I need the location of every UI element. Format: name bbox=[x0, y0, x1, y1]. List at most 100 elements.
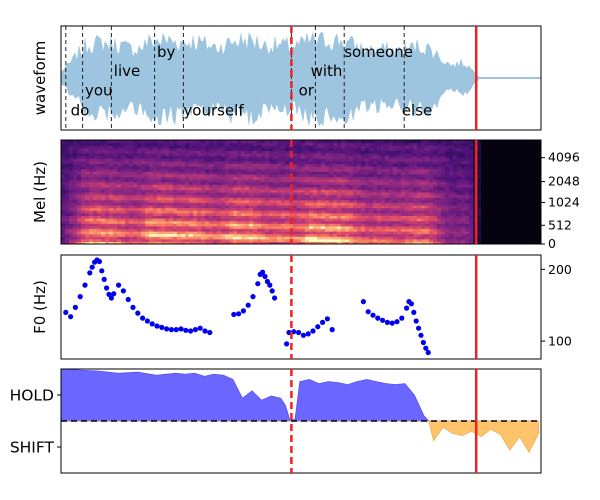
turn-ytick-label: SHIFT bbox=[10, 439, 55, 457]
f0-point bbox=[329, 327, 335, 333]
word-label: do bbox=[71, 101, 90, 119]
f0-point bbox=[202, 328, 208, 334]
mel-ytick-label: 4096 bbox=[548, 150, 580, 165]
f0-point bbox=[159, 324, 165, 330]
word-label: or bbox=[299, 82, 315, 100]
f0-point bbox=[125, 296, 131, 303]
word-label: else bbox=[402, 101, 432, 119]
word-label: yourself bbox=[183, 101, 244, 119]
f0-point bbox=[164, 326, 170, 332]
f0-point bbox=[418, 332, 424, 338]
mel-ytick-label: 0 bbox=[548, 236, 556, 251]
f0-point bbox=[315, 324, 321, 330]
f0-point bbox=[389, 320, 395, 326]
turn-panel: HOLD SHIFT bbox=[10, 368, 542, 474]
f0-scatter bbox=[63, 257, 431, 356]
f0-point bbox=[135, 310, 141, 316]
f0-point bbox=[104, 285, 110, 291]
event-markers bbox=[290, 26, 478, 473]
f0-point bbox=[269, 288, 275, 294]
f0-point bbox=[77, 294, 83, 300]
f0-point bbox=[178, 326, 184, 332]
f0-point bbox=[375, 315, 381, 321]
f0-axis-label: F0 (Hz) bbox=[31, 280, 49, 334]
mel-panel: Mel (Hz) 0 512 1024 2048 4096 bbox=[31, 139, 580, 251]
f0-point bbox=[267, 282, 273, 288]
f0-point bbox=[423, 345, 429, 351]
f0-point bbox=[272, 295, 278, 301]
f0-point bbox=[305, 331, 311, 337]
mel-axis-label: Mel (Hz) bbox=[31, 161, 49, 223]
f0-point bbox=[408, 301, 414, 307]
mel-spectrogram-heatmap bbox=[61, 140, 541, 244]
f0-point bbox=[82, 282, 88, 288]
mel-frame bbox=[60, 139, 542, 245]
f0-point bbox=[108, 295, 114, 301]
word-label: you bbox=[85, 82, 113, 100]
f0-point bbox=[236, 311, 242, 317]
f0-point bbox=[240, 308, 246, 314]
f0-point bbox=[360, 299, 366, 305]
f0-frame bbox=[60, 254, 542, 360]
waveform-axis-label: waveform bbox=[31, 41, 49, 116]
hold-area bbox=[61, 369, 539, 422]
f0-point bbox=[320, 319, 326, 325]
waveform-frame bbox=[60, 25, 542, 131]
f0-point bbox=[168, 327, 174, 333]
word-label: with bbox=[311, 62, 343, 80]
f0-point bbox=[101, 276, 107, 282]
f0-point bbox=[384, 319, 390, 325]
f0-point bbox=[231, 311, 237, 318]
turn-area bbox=[61, 369, 541, 453]
f0-point bbox=[284, 341, 290, 347]
f0-point bbox=[149, 321, 155, 327]
f0-point bbox=[68, 314, 74, 320]
f0-point bbox=[188, 328, 194, 334]
turn-ytick-label: HOLD bbox=[10, 387, 54, 405]
mel-ytick-label: 1024 bbox=[548, 194, 580, 209]
f0-point bbox=[380, 317, 386, 323]
f0-point bbox=[245, 302, 251, 308]
f0-point bbox=[262, 273, 268, 280]
f0-point bbox=[365, 309, 371, 315]
f0-point bbox=[310, 328, 316, 334]
f0-point bbox=[144, 318, 150, 324]
f0-point bbox=[250, 294, 256, 300]
f0-point bbox=[87, 270, 93, 276]
f0-point bbox=[120, 288, 126, 294]
f0-point bbox=[183, 327, 189, 333]
f0-point bbox=[63, 309, 69, 315]
word-label: live bbox=[114, 62, 140, 80]
f0-point bbox=[404, 305, 410, 311]
f0-point bbox=[399, 315, 405, 321]
f0-point bbox=[300, 332, 306, 338]
mel-yticks: 0 512 1024 2048 4096 bbox=[541, 150, 580, 251]
mel-ytick-label: 2048 bbox=[548, 174, 580, 189]
f0-point bbox=[324, 316, 330, 322]
f0-point bbox=[411, 309, 417, 315]
turn-yticks: HOLD SHIFT bbox=[10, 387, 61, 457]
f0-point bbox=[154, 323, 160, 329]
turn-frame bbox=[60, 368, 542, 474]
f0-point bbox=[370, 312, 376, 318]
f0-ytick-label: 200 bbox=[548, 262, 572, 277]
word-label: someone bbox=[344, 43, 413, 61]
waveform-signal bbox=[61, 31, 541, 127]
f0-point bbox=[413, 318, 419, 324]
f0-ytick-label: 100 bbox=[548, 334, 572, 349]
mel-ytick-label: 512 bbox=[548, 217, 572, 232]
f0-point bbox=[111, 291, 117, 297]
f0-point bbox=[425, 349, 431, 356]
f0-point bbox=[72, 304, 78, 310]
f0-point bbox=[255, 281, 261, 287]
f0-point bbox=[130, 304, 136, 310]
f0-point bbox=[96, 258, 102, 265]
f0-point bbox=[197, 325, 203, 331]
f0-point bbox=[116, 282, 122, 288]
f0-point bbox=[296, 329, 302, 336]
f0-point bbox=[394, 319, 400, 325]
f0-point bbox=[99, 268, 105, 274]
